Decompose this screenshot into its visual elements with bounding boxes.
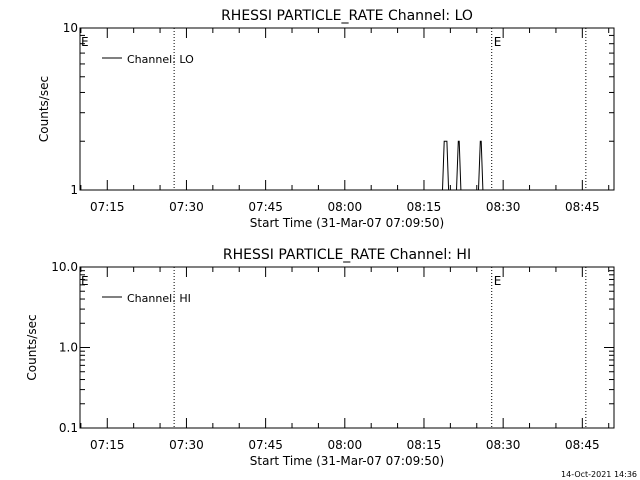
y-axis-label: Counts/sec bbox=[37, 76, 51, 142]
x-tick-label: 08:15 bbox=[407, 200, 442, 214]
x-tick-label: 08:45 bbox=[565, 200, 600, 214]
x-tick-label: 07:30 bbox=[169, 438, 204, 452]
legend-entry: Channel: HI bbox=[127, 292, 191, 305]
x-axis-label: Start Time (31-Mar-07 07:09:50) bbox=[250, 216, 444, 230]
x-tick-label: 08:30 bbox=[486, 438, 521, 452]
time-marker-label: E bbox=[494, 274, 502, 288]
x-tick-label: 07:45 bbox=[248, 200, 283, 214]
time-marker-label: E bbox=[494, 35, 502, 49]
y-tick-label: 0.1 bbox=[59, 421, 78, 435]
y-tick-label: 10 bbox=[63, 21, 78, 35]
y-tick-label: 10.0 bbox=[51, 260, 78, 274]
y-tick-label: 1 bbox=[70, 183, 78, 197]
y-axis-label: Counts/sec bbox=[25, 314, 39, 380]
edge-marker-label: E bbox=[81, 35, 89, 49]
chart-title: RHESSI PARTICLE_RATE Channel: LO bbox=[221, 8, 473, 24]
x-tick-label: 08:15 bbox=[407, 438, 442, 452]
x-axis-label: Start Time (31-Mar-07 07:09:50) bbox=[250, 454, 444, 468]
edge-marker-label: E bbox=[81, 274, 89, 288]
x-tick-label: 07:15 bbox=[90, 200, 125, 214]
x-tick-label: 08:45 bbox=[565, 438, 600, 452]
x-tick-label: 08:00 bbox=[328, 200, 363, 214]
x-tick-label: 07:15 bbox=[90, 438, 125, 452]
series-line bbox=[80, 140, 614, 191]
timestamp: 14-Oct-2021 14:36 bbox=[561, 470, 637, 479]
x-tick-label: 07:30 bbox=[169, 200, 204, 214]
y-tick-label: 1.0 bbox=[59, 341, 78, 355]
x-tick-label: 07:45 bbox=[248, 438, 283, 452]
x-tick-label: 08:30 bbox=[486, 200, 521, 214]
legend-entry: Channel: LO bbox=[127, 53, 194, 66]
chart-title: RHESSI PARTICLE_RATE Channel: HI bbox=[223, 247, 471, 263]
x-tick-label: 08:00 bbox=[328, 438, 363, 452]
